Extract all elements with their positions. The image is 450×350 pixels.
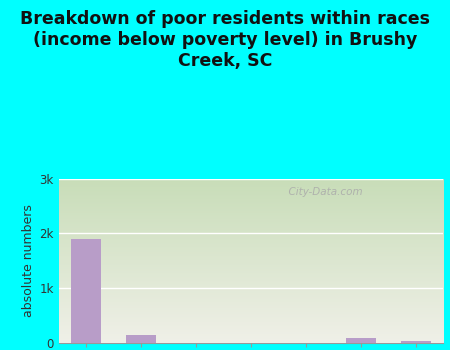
Text: City-Data.com: City-Data.com	[282, 187, 362, 197]
Y-axis label: absolute numbers: absolute numbers	[22, 204, 35, 317]
Bar	[71, 239, 101, 343]
Bar	[126, 335, 156, 343]
Bar	[346, 337, 376, 343]
Text: Breakdown of poor residents within races
(income below poverty level) in Brushy
: Breakdown of poor residents within races…	[20, 10, 430, 70]
Bar	[400, 341, 431, 343]
